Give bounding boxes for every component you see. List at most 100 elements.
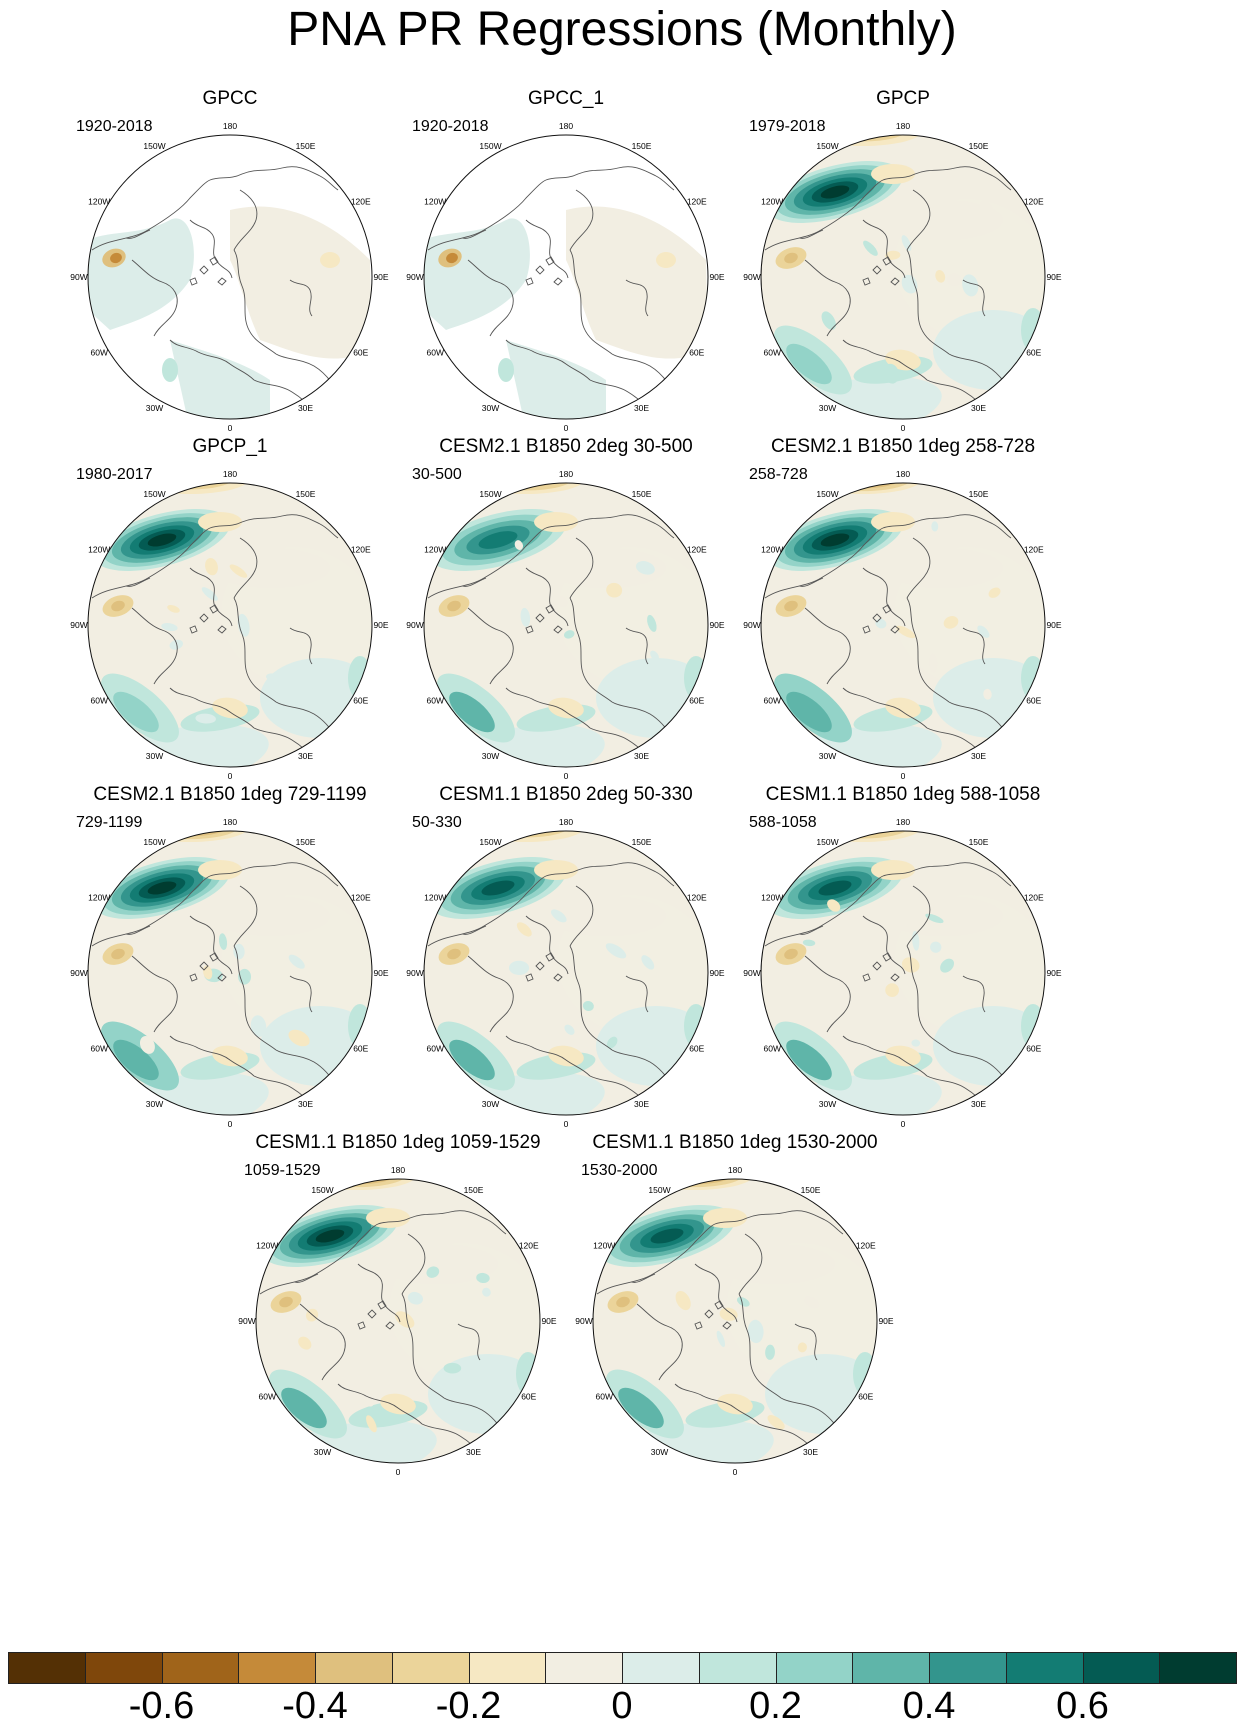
panel-title: GPCC <box>202 88 258 109</box>
coastline <box>467 955 514 1033</box>
coastline <box>569 175 675 251</box>
coastline <box>125 229 151 239</box>
longitude-label: 180 <box>896 469 910 479</box>
figure-title: PNA PR Regressions (Monthly) <box>287 3 957 56</box>
anomaly-blob <box>113 1039 159 1081</box>
anomaly-blob <box>551 909 567 923</box>
coastline <box>764 179 884 251</box>
panel-period: 30-500 <box>412 466 462 483</box>
longitude-label: 120W <box>88 893 110 903</box>
anomaly-blob <box>210 548 330 588</box>
longitude-label: 60W <box>595 1392 612 1402</box>
longitude-label: 90E <box>541 1316 556 1326</box>
longitude-label: 90E <box>373 968 388 978</box>
longitude-label: 30E <box>466 1447 481 1457</box>
pacific-positive-anomaly <box>650 1228 684 1244</box>
pacific-negative-anomaly <box>151 831 229 837</box>
coastline <box>125 577 151 587</box>
longitude-label: 180 <box>728 1165 742 1175</box>
anomaly-blob <box>288 1029 310 1047</box>
colorbar-swatch <box>468 1652 547 1684</box>
longitude-label: 30W <box>819 1099 836 1109</box>
anomaly-blob <box>447 600 461 612</box>
longitude-label: 30W <box>482 1099 499 1109</box>
coastline <box>357 1263 401 1323</box>
pacific-negative-anomaly <box>499 831 553 834</box>
coastline <box>505 339 591 381</box>
longitude-label: 30E <box>803 1447 818 1457</box>
panel-period: 50-330 <box>412 814 462 831</box>
pacific-negative-anomaly <box>505 483 547 484</box>
longitude-label: 150E <box>632 489 652 499</box>
longitude-label: 150E <box>296 837 316 847</box>
coastline <box>467 259 514 337</box>
coastline <box>794 1323 818 1361</box>
anomaly-blob <box>883 200 1003 240</box>
coastline <box>401 1219 507 1295</box>
anomaly-blob <box>863 240 878 256</box>
colorbar-tick-label: 0.2 <box>749 1685 802 1727</box>
anomaly-blob <box>911 1039 921 1047</box>
longitude-label: 150W <box>143 141 165 151</box>
pacific-positive-anomaly <box>818 880 852 896</box>
coastline <box>189 567 233 627</box>
map-panel: GPCC_1 1920-2018 180 150E 120E 90E 60E 30E 0 30W 6… <box>406 88 726 468</box>
longitude-label: 120E <box>687 197 707 207</box>
longitude-label: 90W <box>70 968 87 978</box>
coastline <box>906 523 1012 599</box>
coastline <box>525 604 563 634</box>
anomaly-blob <box>320 252 340 268</box>
coastline <box>569 871 675 947</box>
map-boundary <box>255 1178 541 1464</box>
longitude-label: 150W <box>143 837 165 847</box>
coastline <box>357 1300 395 1330</box>
anomaly-blob <box>885 697 921 719</box>
anomaly-blob <box>784 948 798 960</box>
coastline <box>293 1273 319 1283</box>
coastline <box>569 523 675 599</box>
longitude-label: 90W <box>743 272 760 282</box>
anomaly-blob <box>930 941 942 953</box>
longitude-label: 30E <box>298 1099 313 1109</box>
panel-period: 1980-2017 <box>76 466 153 483</box>
anomaly-blob <box>935 559 955 576</box>
map-panel: CESM1.1 B1850 2deg 50-330 50-330 180 150E 12… <box>406 784 726 1164</box>
longitude-label: 90W <box>406 968 423 978</box>
anomaly-blob <box>650 650 659 661</box>
polar-map: 180 150E 120E 90E 60E 30E 0 30W 60W 90W 120W 150W <box>743 121 1062 433</box>
anomaly-blob <box>716 1330 726 1348</box>
anomaly-blob <box>111 600 125 612</box>
coastline <box>882 514 994 529</box>
coastline <box>189 219 233 279</box>
longitude-label: 120W <box>88 545 110 555</box>
longitude-label: 120W <box>593 1241 615 1251</box>
coastline <box>804 259 851 337</box>
coastline <box>525 567 569 627</box>
map-panel: GPCC 1920-2018 180 150E 120E 90E 60E 30E 0 30W 60W… <box>70 88 390 468</box>
pacific-negative-anomaly <box>842 831 884 832</box>
coastline <box>525 219 569 279</box>
anomaly-blob <box>380 1393 416 1415</box>
anomaly-blob <box>212 697 248 719</box>
coastline <box>91 875 211 947</box>
anomaly-blob <box>925 913 944 924</box>
coastline <box>337 1383 423 1425</box>
coastline <box>569 945 613 1051</box>
anomaly-blob <box>675 1290 691 1311</box>
coastline <box>798 925 824 935</box>
colorbar-swatch <box>315 1652 393 1684</box>
anomaly-blob <box>366 1415 377 1433</box>
anomaly-blob <box>520 607 531 627</box>
longitude-label: 120E <box>351 893 371 903</box>
longitude-label: 180 <box>223 121 237 131</box>
coastline <box>882 862 994 877</box>
panel-period: 1530-2000 <box>581 1162 658 1179</box>
coastline <box>630 1273 656 1283</box>
longitude-label: 180 <box>223 469 237 479</box>
longitude-label: 90W <box>743 620 760 630</box>
longitude-label: 120W <box>424 893 446 903</box>
pacific-negative-anomaly <box>836 135 890 138</box>
coastline <box>714 1210 826 1225</box>
longitude-label: 60W <box>90 348 107 358</box>
longitude-label: 60E <box>1026 1044 1041 1054</box>
